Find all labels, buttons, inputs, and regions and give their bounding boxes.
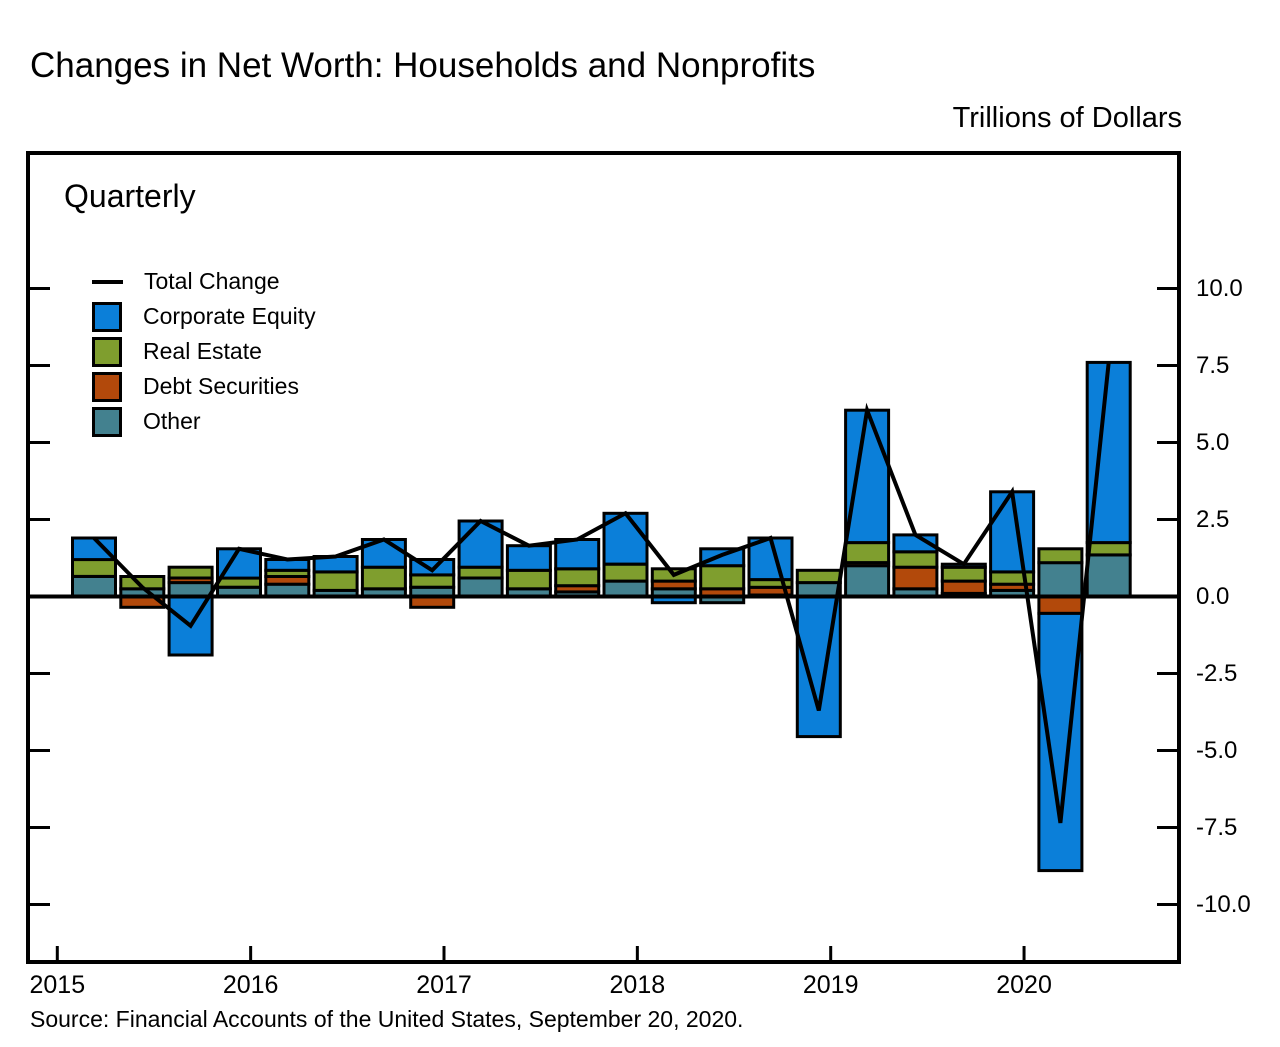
y-tick-label: -2.5 [1196,659,1238,687]
bar-segment-ce [844,408,891,545]
legend-label-other: Other [143,408,201,434]
legend-row-total-change: Total Change [92,264,316,299]
bar-segment-other [457,576,504,598]
other-swatch [92,406,122,437]
y-tick-label: -10.0 [1196,890,1251,918]
bar-segment-re [312,570,359,592]
bar-segment-other [1085,553,1132,599]
legend-label-corporate-equity: Corporate Equity [143,303,316,329]
bar-segment-ce [554,538,601,571]
y-tick-label: 0.0 [1196,582,1230,610]
units-label: Trillions of Dollars [952,102,1182,134]
legend-label-real-estate: Real Estate [143,338,262,364]
bar-segment-re [795,568,842,585]
bar-segment-re [167,565,214,580]
legend-row-real-estate: Real Estate [92,334,316,369]
debt-securities-swatch [92,371,122,402]
source-note: Source: Financial Accounts of the United… [30,1006,744,1032]
x-tick-label: 2016 [222,971,279,999]
frequency-label: Quarterly [64,178,196,214]
total-change-line-swatch [92,279,123,284]
bar-segment-re [699,564,746,591]
bar-segment-other [795,581,842,598]
legend-row-debt-securities: Debt Securities [92,369,316,404]
real-estate-swatch [92,336,122,367]
bar-segment-re [844,541,891,565]
bar-segment-other [602,579,649,598]
bar-segment-re [1037,547,1084,565]
x-tick-label: 2017 [416,971,472,999]
legend-row-other: Other [92,404,316,439]
plot-frame [26,151,1181,964]
total-change-line [92,362,1111,824]
legend-label-debt-securities: Debt Securities [143,373,299,399]
bar-segment-ds [940,579,987,595]
bar-segment-ce [505,544,552,572]
bar-segment-other [1037,561,1084,598]
legend-row-corporate-equity: Corporate Equity [92,299,316,334]
bar-segment-re [554,567,601,588]
y-tick-label: 2.5 [1196,505,1230,533]
bar-segment-re [505,568,552,591]
bar-segment-re [892,550,939,569]
bar-segment-ce [71,536,117,562]
x-tick-label: 2015 [29,971,86,999]
bar-segment-ds [892,565,939,591]
y-tick-label: 10.0 [1196,274,1243,302]
legend-label-total-change: Total Change [144,268,280,294]
x-tick-label: 2019 [802,971,859,999]
bar-segment-re [1085,541,1132,557]
bar-segment-ds [1037,595,1084,615]
bar-segment-re [360,565,407,591]
bar-segment-re [602,562,649,583]
y-tick-label: 5.0 [1196,428,1230,456]
bar-segment-other [71,575,117,598]
y-tick-label: -7.5 [1196,813,1238,841]
chart-title: Changes in Net Worth: Households and Non… [30,46,816,85]
x-tick-label: 2020 [996,971,1052,999]
legend: Total Change Corporate Equity Real Estat… [92,264,316,439]
x-tick-label: 2018 [609,971,666,999]
bar-segment-other [167,581,214,598]
bar-segment-re [940,565,987,583]
bar-segment-ce [1037,611,1084,873]
y-tick-label: -5.0 [1196,736,1238,764]
y-tick-label: 7.5 [1196,351,1230,379]
bar-segment-re [409,573,456,589]
corporate-equity-swatch [92,301,122,332]
bar-segment-re [71,558,117,578]
bar-segment-re [457,565,504,580]
bar-segment-other [844,564,891,599]
